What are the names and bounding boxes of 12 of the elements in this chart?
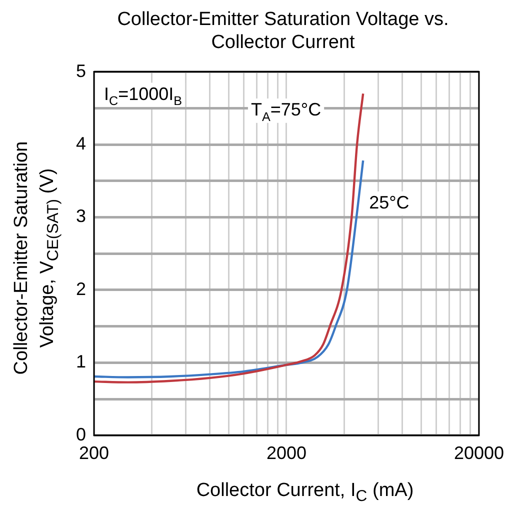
x-tick-label: 200 <box>78 443 110 464</box>
y-tick-label: 1 <box>76 352 86 372</box>
y-tick-label: 0 <box>76 424 86 444</box>
y-tick-label: 2 <box>76 278 86 299</box>
x-tick-label: 2000 <box>266 443 307 464</box>
series-label: 25°C <box>369 192 410 213</box>
x-axis-title: Collector Current, I$_{C}$ (mA) <box>195 480 415 506</box>
y-tick-label: 5 <box>76 60 86 81</box>
y-tick-label: 4 <box>76 133 86 154</box>
chart-title: Collector-Emitter Saturation Voltage vs. Collector Current <box>116 8 450 54</box>
x-tick-label: 20000 <box>454 443 504 464</box>
y-tick-label: 3 <box>76 206 86 226</box>
